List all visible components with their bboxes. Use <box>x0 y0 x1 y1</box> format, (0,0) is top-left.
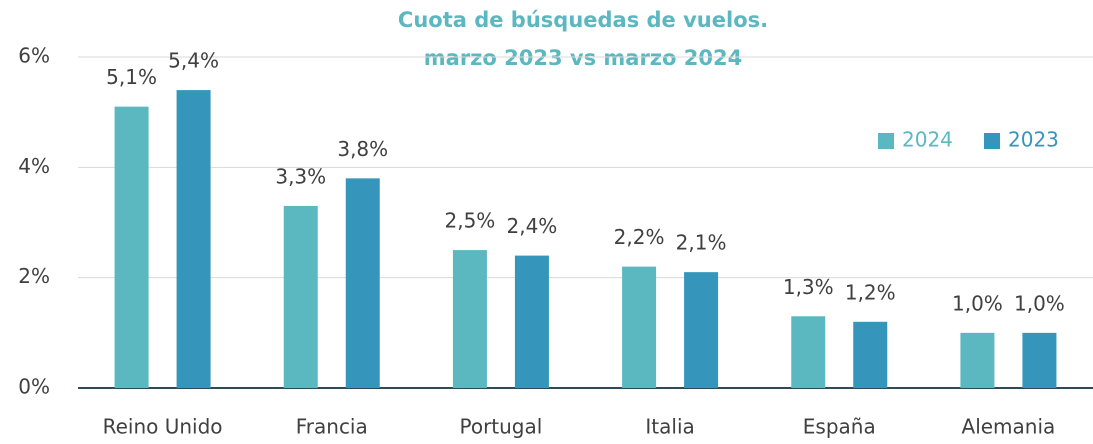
x-tick-label: Francia <box>296 415 368 439</box>
legend-label: 2023 <box>1008 128 1059 152</box>
x-tick-label: España <box>803 415 876 439</box>
x-tick-label: Reino Unido <box>103 415 223 439</box>
y-tick-label: 4% <box>18 154 50 178</box>
bar <box>960 332 995 388</box>
x-tick-label: Portugal <box>459 415 542 439</box>
bar <box>791 316 826 388</box>
data-label: 5,1% <box>106 65 157 89</box>
bar <box>622 266 657 388</box>
bar <box>176 90 211 388</box>
data-label: 1,3% <box>783 275 834 299</box>
data-label: 3,8% <box>337 137 388 161</box>
legend-label: 2024 <box>902 128 953 152</box>
bar <box>345 178 380 388</box>
bar <box>452 250 487 388</box>
data-label: 1,0% <box>1014 291 1065 315</box>
data-label: 5,4% <box>168 49 219 73</box>
x-tick-label: Alemania <box>962 415 1056 439</box>
bar <box>114 106 149 389</box>
x-tick-label: Italia <box>645 415 694 439</box>
bar <box>514 255 549 388</box>
data-label: 2,5% <box>445 209 496 233</box>
data-label: 2,4% <box>507 214 558 238</box>
data-label: 1,2% <box>845 280 896 304</box>
bar <box>1022 332 1057 388</box>
y-tick-label: 0% <box>18 375 50 399</box>
bar <box>684 272 719 388</box>
data-label: 2,2% <box>614 225 665 249</box>
chart-title: Cuota de búsquedas de vuelos. <box>398 8 768 32</box>
y-tick-label: 6% <box>18 44 50 68</box>
data-label: 1,0% <box>952 291 1003 315</box>
data-label: 2,1% <box>676 231 727 255</box>
legend-swatch <box>984 133 1000 149</box>
bar <box>853 321 888 388</box>
data-label: 3,3% <box>275 164 326 188</box>
y-tick-label: 2% <box>18 264 50 288</box>
bar <box>283 205 318 388</box>
chart-subtitle: marzo 2023 vs marzo 2024 <box>424 46 742 70</box>
legend-swatch <box>878 133 894 149</box>
